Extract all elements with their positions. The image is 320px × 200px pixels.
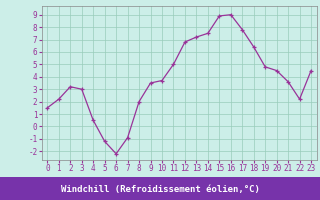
Text: Windchill (Refroidissement éolien,°C): Windchill (Refroidissement éolien,°C) — [60, 185, 260, 194]
